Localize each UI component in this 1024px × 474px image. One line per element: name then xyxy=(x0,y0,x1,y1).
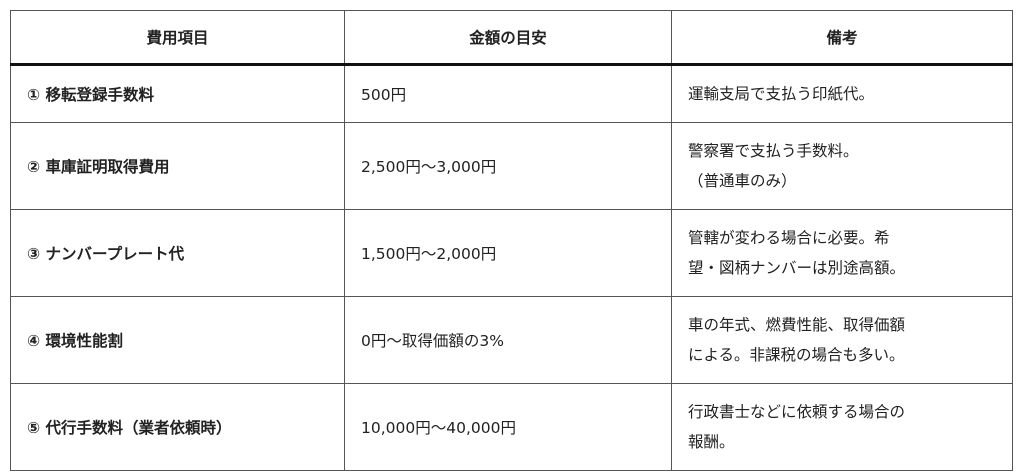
table-row: ② 車庫証明取得費用 2,500円～3,000円 警察署で支払う手数料。 （普通車のみ… xyxy=(10,122,1013,210)
note-line: 報酬。 xyxy=(688,433,735,451)
note-line: 車の年式、燃費性能、取得価額 xyxy=(688,316,906,334)
note-line: 望・図柄ナンバーは別途高額。 xyxy=(688,259,906,277)
table-row: ① 移転登録手数料 500円 運輸支局で支払う印紙代。 xyxy=(10,64,1013,123)
note-line: 運輸支局で支払う印紙代。 xyxy=(688,85,875,103)
cost-item-cell: ① 移転登録手数料 xyxy=(10,64,345,123)
note-cell: 運輸支局で支払う印紙代。 xyxy=(671,64,1013,123)
note-cell: 行政書士などに依頼する場合の 報酬。 xyxy=(671,383,1013,471)
header-row: 費用項目 金額の目安 備考 xyxy=(10,10,1013,66)
cost-item-cell: ⑤ 代行手数料（業者依頼時） xyxy=(10,383,345,471)
note-cell: 管轄が変わる場合に必要。希 望・図柄ナンバーは別途高額。 xyxy=(671,209,1013,297)
note-cell: 警察署で支払う手数料。 （普通車のみ） xyxy=(671,122,1013,210)
note-line: による。非課税の場合も多い。 xyxy=(688,346,905,364)
amount-cell: 2,500円～3,000円 xyxy=(344,122,672,210)
cost-item-cell: ② 車庫証明取得費用 xyxy=(10,122,345,210)
table-row: ⑤ 代行手数料（業者依頼時） 10,000円～40,000円 行政書士などに依頼する… xyxy=(10,383,1013,471)
amount-cell: 10,000円～40,000円 xyxy=(344,383,672,471)
table-row: ③ ナンバープレート代 1,500円～2,000円 管轄が変わる場合に必要。希 望・図… xyxy=(10,209,1013,297)
amount-cell: 500円 xyxy=(344,64,672,123)
note-line: 管轄が変わる場合に必要。希 xyxy=(688,229,890,247)
header-note: 備考 xyxy=(671,10,1013,66)
amount-cell: 0円～取得価額の3% xyxy=(344,296,672,384)
table-row: ④ 環境性能割 0円～取得価額の3% 車の年式、燃費性能、取得価額 による。非課税の場… xyxy=(10,296,1013,384)
cost-item-cell: ④ 環境性能割 xyxy=(10,296,345,384)
note-line: （普通車のみ） xyxy=(688,172,797,190)
header-amount: 金額の目安 xyxy=(344,10,672,66)
note-line: 警察署で支払う手数料。 xyxy=(688,142,859,160)
cost-item-cell: ③ ナンバープレート代 xyxy=(10,209,345,297)
note-cell: 車の年式、燃費性能、取得価額 による。非課税の場合も多い。 xyxy=(671,296,1013,384)
header-item: 費用項目 xyxy=(10,10,345,66)
amount-cell: 1,500円～2,000円 xyxy=(344,209,672,297)
note-line: 行政書士などに依頼する場合の xyxy=(688,403,906,421)
cost-table: 費用項目 金額の目安 備考 ① 移転登録手数料 500円 運輸支局で支払う印紙代。 ②… xyxy=(10,10,1013,471)
